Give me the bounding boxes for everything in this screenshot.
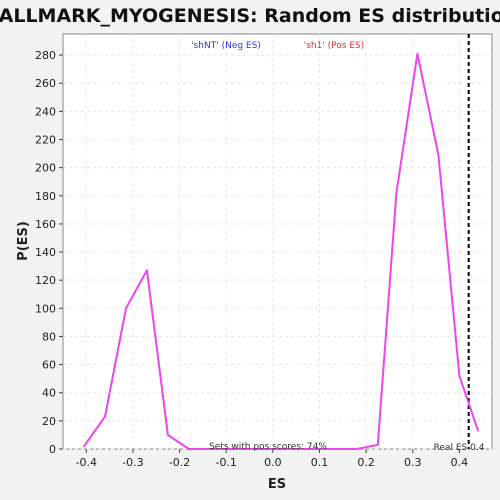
x-tick-label: -0.3 bbox=[122, 456, 143, 469]
x-axis-ticks: -0.4 -0.3 -0.2 -0.1 0.0 0.1 0.2 0.3 0.4 bbox=[76, 449, 469, 469]
data-point bbox=[104, 415, 106, 418]
data-point bbox=[229, 448, 232, 450]
x-tick-label: 0.1 bbox=[311, 456, 329, 469]
data-point bbox=[188, 448, 190, 450]
y-tick-label: 160 bbox=[35, 218, 56, 231]
y-tick-label: 100 bbox=[35, 302, 56, 315]
data-point bbox=[125, 307, 127, 310]
chart-title: HALLMARK_MYOGENESIS: Random ES distribut… bbox=[0, 5, 500, 27]
y-tick-label: 40 bbox=[42, 387, 56, 400]
series-group bbox=[83, 52, 479, 450]
y-tick-label: 180 bbox=[35, 190, 56, 203]
x-tick-label: -0.4 bbox=[76, 456, 97, 469]
data-point bbox=[83, 445, 85, 448]
data-point bbox=[313, 448, 316, 450]
plot-area bbox=[62, 33, 493, 450]
y-tick-label: 60 bbox=[42, 359, 56, 372]
y-tick-label: 220 bbox=[35, 134, 56, 147]
x-tick-label: 0.0 bbox=[264, 456, 282, 469]
data-point bbox=[208, 448, 211, 450]
y-tick-label: 200 bbox=[35, 162, 56, 175]
real-es-label: Real ES 0.4 bbox=[434, 443, 485, 453]
data-point bbox=[292, 448, 295, 450]
data-point bbox=[250, 448, 253, 450]
x-tick-label: -0.2 bbox=[169, 456, 190, 469]
y-axis-title: P(ES) bbox=[16, 221, 31, 261]
x-tick-label: -0.1 bbox=[215, 456, 236, 469]
data-point bbox=[376, 443, 379, 446]
y-tick-label: 80 bbox=[42, 330, 56, 343]
y-tick-label: 120 bbox=[35, 274, 56, 287]
data-point bbox=[334, 448, 337, 450]
data-point bbox=[167, 434, 169, 436]
data-point bbox=[477, 429, 479, 432]
y-tick-label: 0 bbox=[49, 443, 56, 456]
data-point bbox=[437, 154, 440, 156]
x-tick-label: 0.3 bbox=[404, 456, 422, 469]
legend-neg-label: 'shNT' (Neg ES) bbox=[191, 41, 261, 51]
data-point bbox=[458, 374, 461, 377]
data-point bbox=[146, 269, 148, 272]
pos-sets-annotation: Sets with pos scores: 74% bbox=[209, 442, 327, 452]
y-tick-label: 280 bbox=[35, 49, 56, 62]
series-line bbox=[83, 52, 479, 450]
legend-pos-label: 'sh1' (Pos ES) bbox=[304, 41, 365, 51]
y-axis-ticks: 0 20 40 60 80 100 120 140 160 180 200 220 240 260 280 bbox=[35, 49, 63, 456]
x-axis-title: ES bbox=[268, 477, 286, 492]
x-tick-label: 0.4 bbox=[451, 456, 469, 469]
data-point bbox=[395, 192, 398, 194]
data-point bbox=[416, 52, 419, 55]
x-tick-label: 0.2 bbox=[357, 456, 375, 469]
y-tick-label: 240 bbox=[35, 105, 56, 118]
data-point bbox=[355, 448, 358, 450]
y-tick-label: 260 bbox=[35, 77, 56, 90]
y-tick-label: 140 bbox=[35, 246, 56, 259]
y-tick-label: 20 bbox=[42, 415, 56, 428]
